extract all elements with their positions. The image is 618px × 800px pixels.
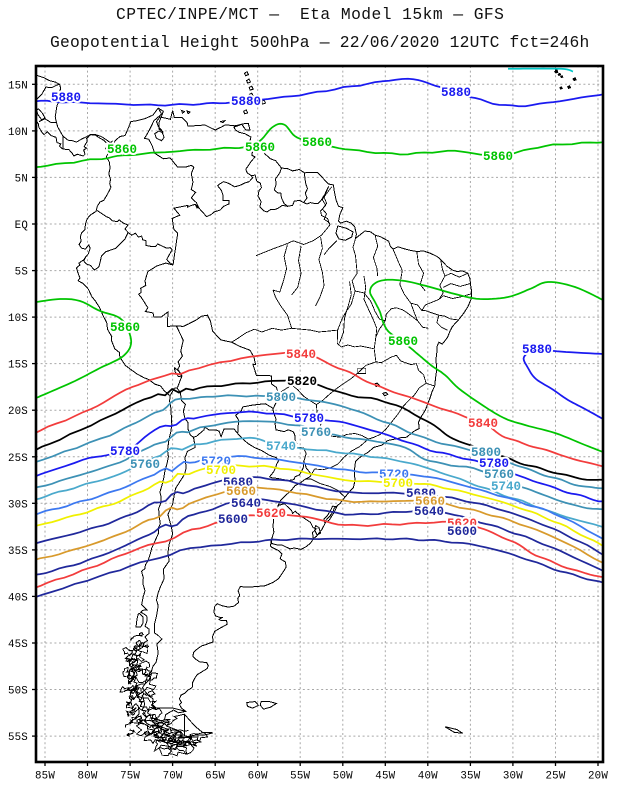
- svg-text:5600: 5600: [218, 513, 248, 527]
- svg-text:5880: 5880: [231, 95, 261, 109]
- svg-text:70W: 70W: [163, 771, 183, 783]
- svg-text:5860: 5860: [107, 143, 137, 157]
- svg-text:15S: 15S: [8, 360, 28, 372]
- svg-text:40S: 40S: [8, 592, 28, 604]
- svg-text:EQ: EQ: [15, 220, 28, 232]
- svg-text:25W: 25W: [545, 771, 565, 783]
- svg-text:5780: 5780: [110, 445, 140, 459]
- svg-text:20S: 20S: [8, 406, 28, 418]
- svg-text:5780: 5780: [294, 412, 324, 426]
- svg-text:5660: 5660: [226, 485, 256, 499]
- svg-text:45W: 45W: [375, 771, 395, 783]
- svg-text:5840: 5840: [468, 417, 498, 431]
- svg-text:5860: 5860: [302, 136, 332, 150]
- svg-text:75W: 75W: [120, 771, 140, 783]
- svg-text:5680: 5680: [223, 476, 253, 490]
- svg-text:45S: 45S: [8, 639, 28, 651]
- svg-text:5800: 5800: [266, 391, 296, 405]
- svg-text:5740: 5740: [491, 480, 521, 494]
- svg-text:55S: 55S: [8, 732, 28, 744]
- svg-text:15N: 15N: [8, 80, 28, 92]
- svg-text:5700: 5700: [383, 477, 413, 491]
- svg-text:60W: 60W: [248, 771, 268, 783]
- svg-text:5720: 5720: [201, 455, 231, 469]
- svg-text:35W: 35W: [460, 771, 480, 783]
- svg-text:5720: 5720: [379, 468, 409, 482]
- svg-text:10N: 10N: [8, 127, 28, 139]
- svg-text:5860: 5860: [483, 150, 513, 164]
- svg-text:5800: 5800: [471, 446, 501, 460]
- svg-text:5820: 5820: [287, 375, 317, 389]
- svg-text:80W: 80W: [77, 771, 97, 783]
- svg-text:5860: 5860: [388, 335, 418, 349]
- svg-text:5620: 5620: [447, 517, 477, 531]
- svg-text:65W: 65W: [205, 771, 225, 783]
- svg-text:5860: 5860: [110, 321, 140, 335]
- svg-text:35S: 35S: [8, 546, 28, 558]
- svg-text:5880: 5880: [51, 91, 81, 105]
- svg-text:5620: 5620: [256, 507, 286, 521]
- svg-text:5600: 5600: [447, 525, 477, 539]
- svg-text:5S: 5S: [15, 267, 28, 279]
- svg-text:5640: 5640: [414, 505, 444, 519]
- svg-text:5860: 5860: [245, 141, 275, 155]
- svg-text:5680: 5680: [406, 487, 436, 501]
- svg-text:5760: 5760: [301, 426, 331, 440]
- svg-text:50W: 50W: [333, 771, 353, 783]
- svg-text:5740: 5740: [266, 440, 296, 454]
- svg-text:20W: 20W: [588, 771, 608, 783]
- svg-text:5880: 5880: [441, 86, 471, 100]
- svg-text:5880: 5880: [522, 343, 552, 357]
- svg-text:5760: 5760: [484, 468, 514, 482]
- svg-text:5660: 5660: [415, 495, 445, 509]
- svg-text:5760: 5760: [130, 458, 160, 472]
- svg-text:85W: 85W: [35, 771, 55, 783]
- svg-text:40W: 40W: [418, 771, 438, 783]
- svg-text:5780: 5780: [479, 457, 509, 471]
- svg-text:5640: 5640: [231, 497, 261, 511]
- svg-text:5840: 5840: [286, 348, 316, 362]
- svg-text:5N: 5N: [15, 173, 28, 185]
- svg-text:25S: 25S: [8, 453, 28, 465]
- svg-text:30S: 30S: [8, 499, 28, 511]
- svg-text:55W: 55W: [290, 771, 310, 783]
- svg-text:50S: 50S: [8, 686, 28, 698]
- svg-text:30W: 30W: [503, 771, 523, 783]
- svg-text:5700: 5700: [206, 464, 236, 478]
- svg-text:10S: 10S: [8, 313, 28, 325]
